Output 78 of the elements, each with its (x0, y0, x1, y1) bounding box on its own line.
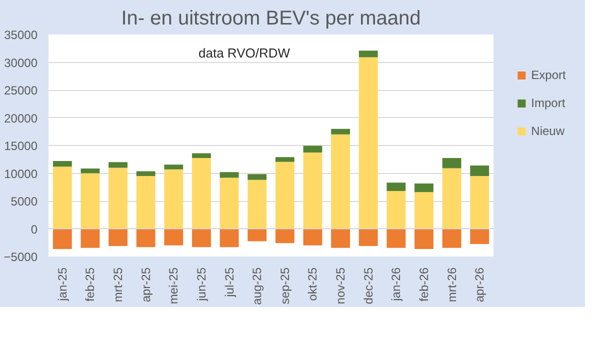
bar (52, 161, 72, 167)
bar (275, 157, 294, 162)
bar (52, 228, 72, 250)
bar (470, 176, 490, 229)
bar (248, 174, 267, 180)
bar (52, 166, 72, 229)
legend-label: Nieuw (531, 124, 565, 138)
x-tick-label: mrt-25 (111, 267, 126, 302)
y-tick-label: 15000 (4, 139, 38, 153)
bar (220, 172, 239, 178)
bar (414, 228, 434, 250)
x-tick-label: okt-25 (306, 267, 320, 301)
bar (80, 173, 100, 229)
y-tick-label: 20000 (4, 111, 38, 126)
x-tick-label: nov-25 (334, 267, 348, 304)
bar (303, 228, 322, 246)
y-tick-label: 10000 (4, 166, 38, 181)
y-tick-label: −5000 (4, 250, 38, 264)
bar (192, 228, 211, 248)
bar (442, 158, 462, 168)
chart-title: In- en uitstroom BEV's per maand (121, 8, 421, 30)
bar (275, 162, 294, 229)
bar (303, 146, 322, 152)
bar (136, 171, 156, 176)
bar (358, 50, 378, 58)
x-tick-label: apr-26 (472, 267, 487, 302)
x-tick-label: jun-25 (194, 267, 208, 302)
bar (414, 192, 434, 229)
x-tick-label: dec-25 (361, 267, 376, 304)
y-tick-label: 35000 (4, 28, 38, 42)
bar (442, 228, 462, 248)
bar (414, 184, 434, 192)
bar (331, 128, 350, 134)
legend-label: Import (531, 96, 566, 110)
bar (136, 228, 156, 248)
bar (108, 228, 128, 246)
bar (220, 228, 239, 248)
bar (248, 180, 267, 229)
bar (331, 134, 350, 229)
bar (358, 57, 378, 229)
x-tick-label: sep-25 (278, 267, 292, 304)
bar (248, 228, 267, 242)
x-tick-label: mei-25 (166, 267, 181, 304)
x-tick-label: aug-25 (250, 267, 264, 305)
y-tick-label: 0 (30, 222, 38, 236)
x-tick-label: mrt-26 (444, 267, 459, 302)
bar (386, 228, 406, 248)
bar (220, 178, 239, 229)
x-tick-label: jan-26 (389, 267, 404, 302)
y-tick-label: 5000 (10, 194, 38, 208)
bar (136, 176, 156, 229)
y-tick-label: 25000 (4, 84, 38, 98)
bar (358, 228, 378, 246)
bar (164, 228, 184, 246)
x-tick-label: feb-25 (83, 267, 98, 302)
x-tick-label: apr-25 (138, 267, 153, 302)
bar (470, 228, 490, 244)
x-tick-label: feb-26 (416, 267, 431, 302)
bar (164, 169, 184, 229)
bar (470, 165, 490, 176)
bar (275, 228, 294, 244)
y-tick-label: 30000 (4, 56, 38, 70)
x-tick-label: jul-25 (222, 267, 236, 298)
bar (303, 152, 322, 229)
bar (80, 168, 100, 174)
bar (108, 162, 128, 168)
bar (331, 228, 350, 248)
x-tick-label: jan-25 (55, 267, 70, 302)
bar (386, 191, 406, 229)
annotation: data RVO/RDW (198, 46, 291, 60)
bar (80, 228, 100, 248)
bar (108, 168, 128, 229)
bar (192, 153, 211, 158)
legend-label: Export (531, 68, 566, 82)
bar (442, 168, 462, 229)
bar (164, 164, 184, 170)
bar (386, 182, 406, 192)
bar (192, 158, 211, 229)
